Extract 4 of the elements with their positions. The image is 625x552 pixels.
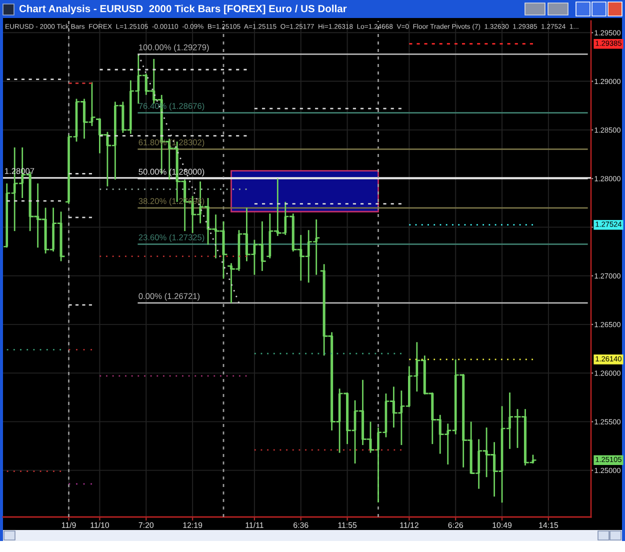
series-label: 100.00% (1.29279) <box>139 44 209 52</box>
series-label: 0.00% (1.26721) <box>138 292 200 301</box>
chart-title: Chart Analysis - EURUSD 2000 Tick Bars [FOREX] Euro / US Dollar <box>19 4 347 14</box>
series-label: 23.60% (1.27325) <box>138 234 204 242</box>
